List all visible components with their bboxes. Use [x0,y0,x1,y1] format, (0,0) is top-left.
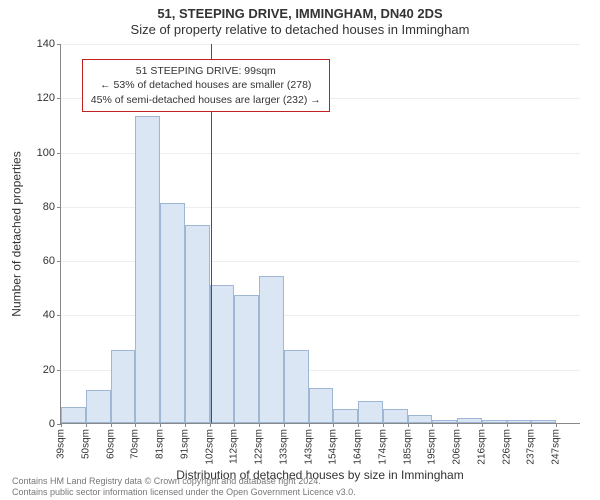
xtick-mark [234,423,235,427]
xtick-mark [358,423,359,427]
histogram-bar [432,420,457,423]
ytick-mark [57,370,61,371]
annotation-line: 51 STEEPING DRIVE: 99sqm [91,64,321,78]
xtick-label: 226sqm [501,429,512,465]
ytick-mark [57,315,61,316]
histogram-bar [259,276,284,423]
xtick-label: 195sqm [427,429,438,465]
ytick-label: 60 [43,255,55,267]
histogram-bar [234,295,259,423]
xtick-mark [383,423,384,427]
xtick-mark [86,423,87,427]
histogram-bar [333,409,358,423]
ytick-label: 120 [37,92,55,104]
xtick-mark [556,423,557,427]
histogram-bar [185,225,210,423]
xtick-label: 60sqm [105,429,116,459]
xtick-mark [61,423,62,427]
xtick-label: 154sqm [328,429,339,465]
annotation-line: 45% of semi-detached houses are larger (… [91,93,321,107]
ytick-label: 20 [43,364,55,376]
gridline-h [61,44,580,45]
xtick-mark [507,423,508,427]
histogram-bar [457,418,482,423]
ytick-label: 40 [43,309,55,321]
ytick-mark [57,153,61,154]
xtick-mark [432,423,433,427]
histogram-bar [160,203,185,423]
xtick-label: 112sqm [229,429,240,464]
xtick-label: 91sqm [179,429,190,459]
ytick-label: 0 [49,418,55,430]
xtick-label: 206sqm [452,429,463,465]
chart-supertitle: 51, STEEPING DRIVE, IMMINGHAM, DN40 2DS [0,6,600,21]
xtick-label: 174sqm [377,429,388,465]
xtick-label: 70sqm [130,429,141,459]
footer-line-2: Contains public sector information licen… [12,487,588,498]
histogram-bar [358,401,383,423]
ytick-mark [57,44,61,45]
xtick-label: 50sqm [80,429,91,459]
xtick-mark [259,423,260,427]
xtick-label: 39sqm [56,429,67,459]
xtick-label: 133sqm [278,429,289,465]
xtick-label: 185sqm [402,429,413,465]
histogram-bar [482,420,507,423]
ytick-mark [57,261,61,262]
xtick-label: 143sqm [303,429,314,465]
histogram-bar [383,409,408,423]
histogram-bar [111,350,136,423]
ytick-mark [57,98,61,99]
xtick-mark [111,423,112,427]
histogram-bar [531,420,556,423]
xtick-label: 237sqm [526,429,537,465]
histogram-bar [284,350,309,423]
xtick-label: 81sqm [155,429,166,459]
xtick-mark [531,423,532,427]
histogram-bar [86,390,111,423]
xtick-label: 216sqm [476,429,487,465]
xtick-mark [333,423,334,427]
ytick-label: 100 [37,147,55,159]
chart-title: Size of property relative to detached ho… [0,22,600,37]
xtick-mark [210,423,211,427]
xtick-mark [457,423,458,427]
xtick-mark [408,423,409,427]
xtick-label: 102sqm [204,429,215,465]
xtick-label: 164sqm [353,429,364,465]
histogram-bar [408,415,433,423]
footer-line-1: Contains HM Land Registry data © Crown c… [12,476,588,487]
xtick-mark [135,423,136,427]
chart-container: 51, STEEPING DRIVE, IMMINGHAM, DN40 2DS … [0,0,600,500]
ytick-mark [57,207,61,208]
annotation-line: ← 53% of detached houses are smaller (27… [91,78,321,92]
xtick-mark [309,423,310,427]
histogram-bar [210,285,235,423]
ytick-label: 80 [43,201,55,213]
xtick-mark [185,423,186,427]
histogram-bar [61,407,86,423]
xtick-mark [284,423,285,427]
xtick-label: 122sqm [254,429,265,465]
plot-area: 02040608010012014039sqm50sqm60sqm70sqm81… [60,44,580,424]
xtick-mark [482,423,483,427]
histogram-bar [507,420,532,423]
histogram-bar [309,388,334,423]
xtick-mark [160,423,161,427]
footer-attribution: Contains HM Land Registry data © Crown c… [12,476,588,499]
xtick-label: 247sqm [551,429,562,465]
histogram-bar [135,116,160,423]
ytick-label: 140 [37,38,55,50]
y-axis-label: Number of detached properties [10,44,24,424]
annotation-box: 51 STEEPING DRIVE: 99sqm← 53% of detache… [82,59,330,112]
